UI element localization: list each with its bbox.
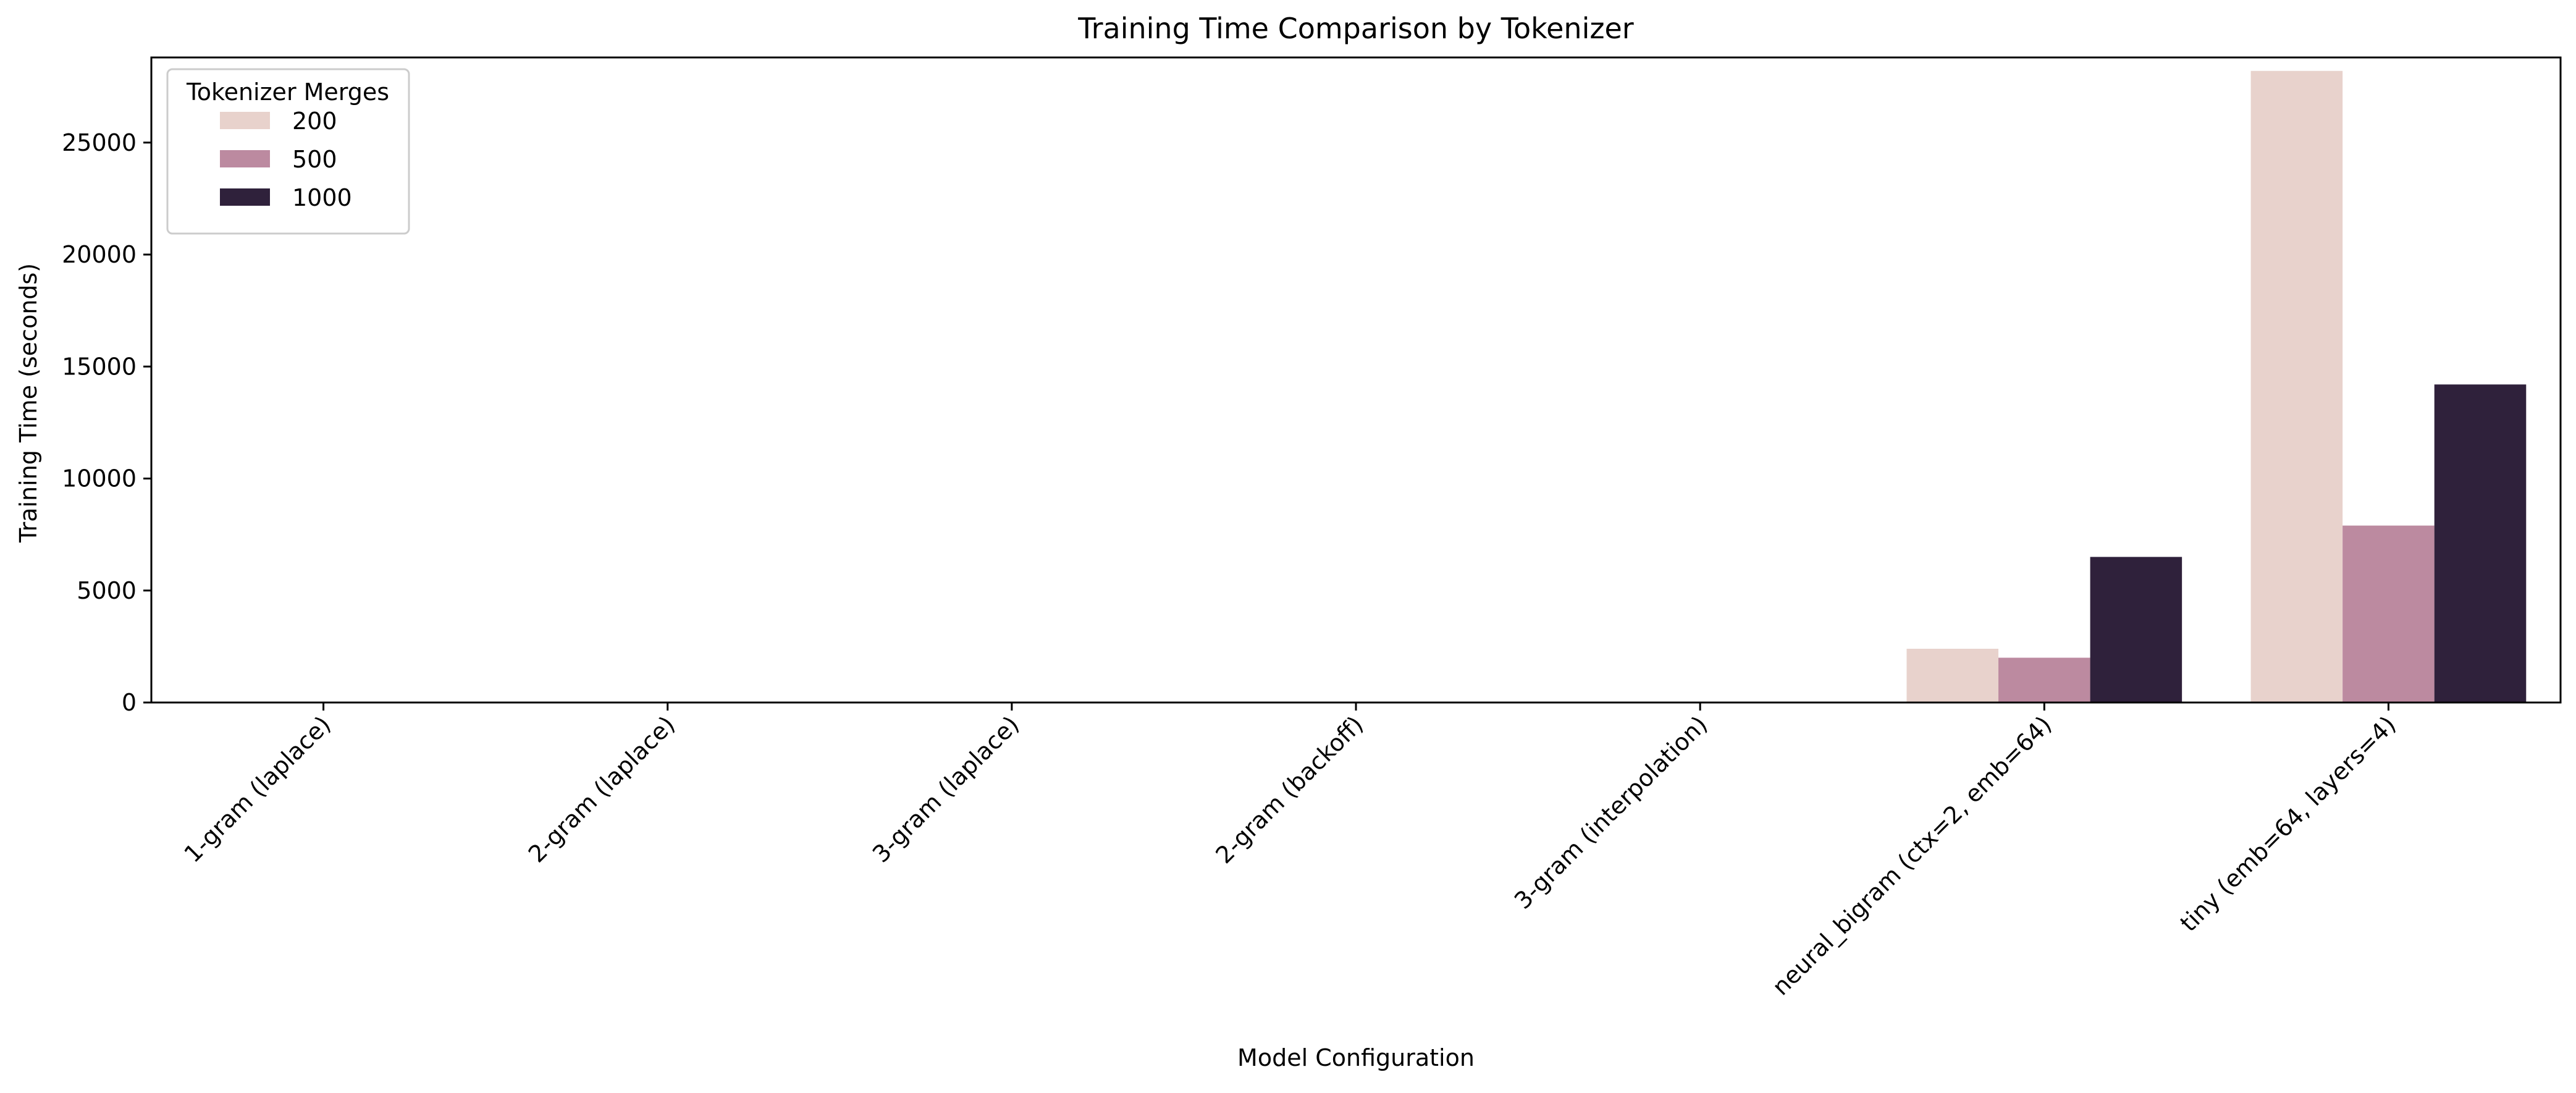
legend-title: Tokenizer Merges [186, 78, 389, 106]
legend-label-200: 200 [292, 108, 337, 135]
bar-200-5 [1906, 649, 1998, 703]
bar-500-6 [2342, 525, 2435, 703]
legend[interactable]: Tokenizer Merges 200 500 1000 [166, 68, 410, 235]
y-tick-label-1: 5000 [77, 577, 137, 604]
chart-title: Training Time Comparison by Tokenizer [1077, 12, 1634, 45]
bars-layer [1906, 70, 2527, 703]
legend-label-1000: 1000 [292, 184, 352, 211]
y-tick-label-5: 25000 [62, 129, 137, 156]
y-axis-label: Training Time (seconds) [15, 263, 42, 543]
bar-200-6 [2250, 70, 2343, 703]
bar-1000-6 [2434, 384, 2527, 703]
bar-500-5 [1998, 657, 2090, 703]
legend-swatch-1000 [220, 188, 270, 206]
legend-items: 200 500 1000 [220, 108, 352, 211]
y-tick-label-0: 0 [122, 689, 137, 716]
legend-label-500: 500 [292, 146, 337, 173]
y-tick-label-2: 10000 [62, 465, 137, 492]
legend-swatch-500 [220, 150, 270, 167]
y-tick-label-3: 15000 [62, 353, 137, 380]
bar-1000-5 [2090, 557, 2182, 703]
y-tick-label-4: 20000 [62, 241, 137, 268]
x-axis-label: Model Configuration [1237, 1044, 1475, 1071]
legend-swatch-200 [220, 112, 270, 129]
